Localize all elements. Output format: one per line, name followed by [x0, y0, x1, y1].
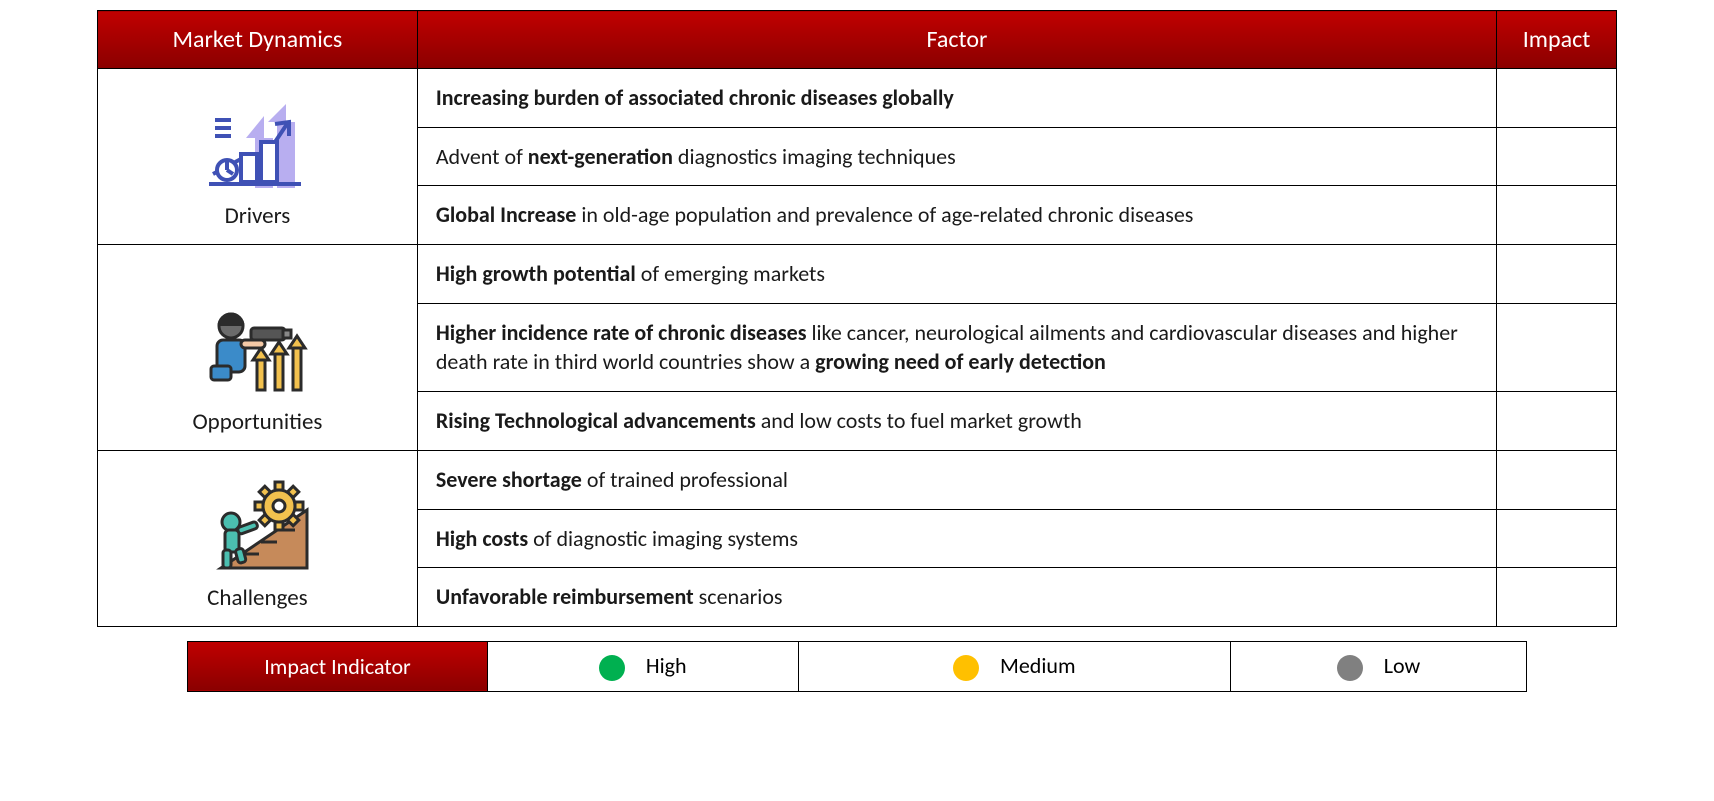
market-dynamics-table: Market Dynamics Factor Impact [97, 10, 1617, 627]
legend-medium-text: Medium [1000, 652, 1076, 679]
medium-dot [953, 655, 979, 681]
factor-cell: Severe shortage of trained professional [417, 450, 1496, 509]
high-dot [599, 655, 625, 681]
impact-cell [1497, 303, 1617, 391]
impact-cell [1497, 450, 1617, 509]
impact-cell [1497, 392, 1617, 451]
factor-cell: Global Increase in old-age population an… [417, 186, 1496, 245]
table-row: DriversIncreasing burden of associated c… [98, 69, 1617, 128]
impact-cell [1497, 245, 1617, 304]
header-factor: Factor [417, 11, 1496, 69]
factor-cell: Higher incidence rate of chronic disease… [417, 303, 1496, 391]
table-row: ChallengesSevere shortage of trained pro… [98, 450, 1617, 509]
factor-cell: Advent of next-generation diagnostics im… [417, 127, 1496, 186]
impact-cell [1497, 186, 1617, 245]
legend-label: Impact Indicator [188, 641, 488, 691]
category-cell-drivers: Drivers [98, 69, 418, 245]
challenge-icon [98, 483, 417, 578]
low-dot [1337, 655, 1363, 681]
table-header-row: Market Dynamics Factor Impact [98, 11, 1617, 69]
legend-high-text: High [646, 652, 687, 679]
category-label: Opportunities [98, 408, 417, 436]
header-dynamics: Market Dynamics [98, 11, 418, 69]
impact-cell [1497, 69, 1617, 128]
impact-legend: Impact Indicator High Medium Low [187, 641, 1527, 692]
factor-cell: Unfavorable reimbursement scenarios [417, 568, 1496, 627]
factor-cell: Increasing burden of associated chronic … [417, 69, 1496, 128]
factor-cell: High costs of diagnostic imaging systems [417, 509, 1496, 568]
legend-low-text: Low [1384, 652, 1421, 679]
table-row: OpportunitiesHigh growth potential of em… [98, 245, 1617, 304]
growth-chart-icon [98, 101, 417, 196]
legend-high: High [488, 641, 799, 691]
category-cell-challenges: Challenges [98, 450, 418, 626]
category-label: Challenges [98, 584, 417, 612]
legend-medium: Medium [798, 641, 1231, 691]
impact-cell [1497, 509, 1617, 568]
opportunity-icon [98, 307, 417, 402]
factor-cell: High growth potential of emerging market… [417, 245, 1496, 304]
impact-cell [1497, 568, 1617, 627]
category-cell-opportunities: Opportunities [98, 245, 418, 451]
legend-low: Low [1231, 641, 1527, 691]
factor-cell: Rising Technological advancements and lo… [417, 392, 1496, 451]
category-label: Drivers [98, 202, 417, 230]
impact-cell [1497, 127, 1617, 186]
header-impact: Impact [1497, 11, 1617, 69]
